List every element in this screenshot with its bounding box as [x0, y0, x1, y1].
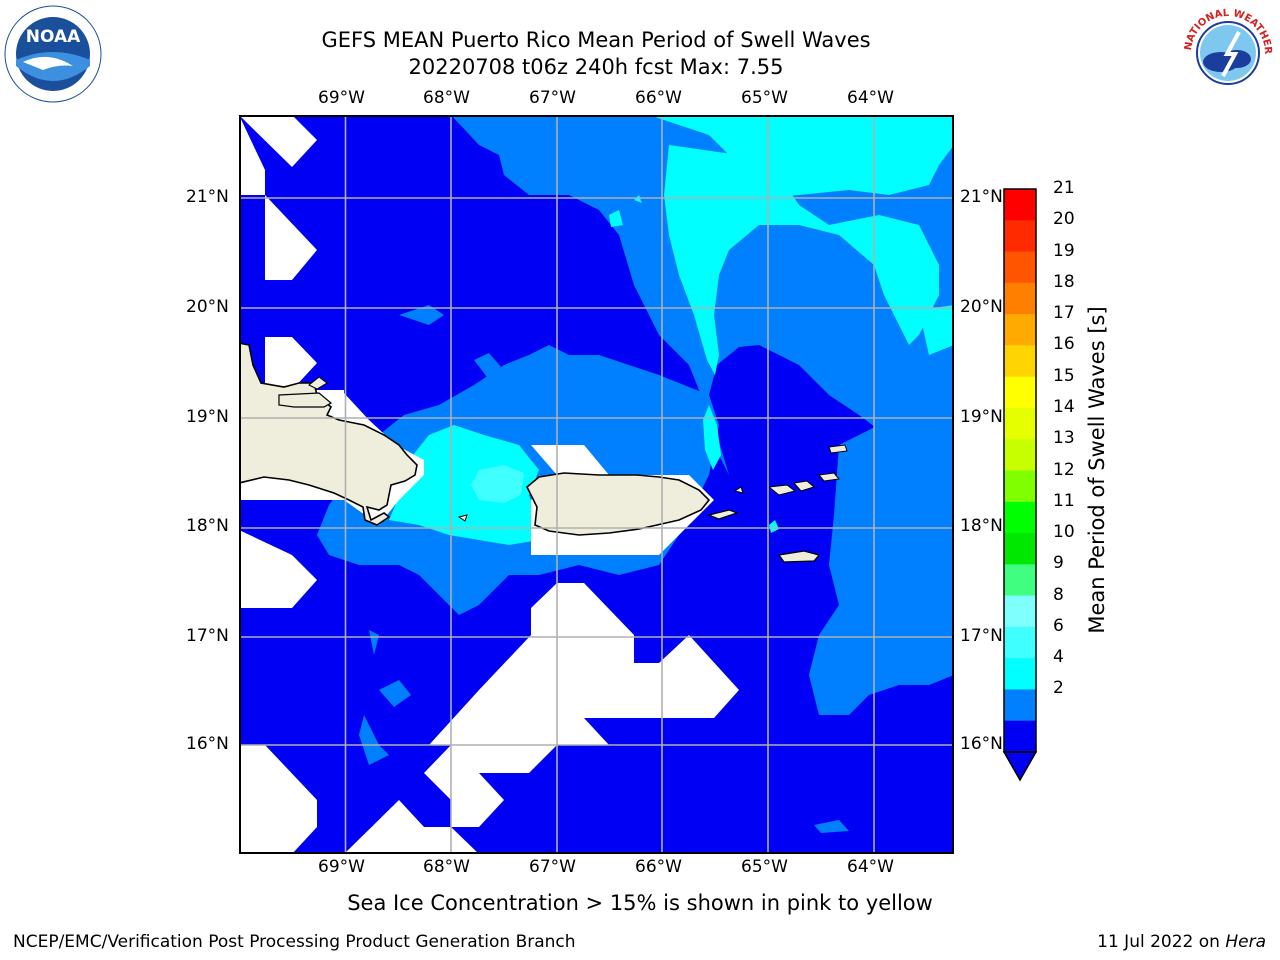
colorbar-tick-label: 17	[1053, 303, 1075, 324]
lon-label-top: 65°W	[741, 88, 788, 108]
noaa-logo-text: NOAA	[26, 27, 81, 47]
colorbar-cell	[1004, 658, 1036, 690]
lat-label-right: 16°N	[960, 734, 1003, 754]
colorbar-cell	[1004, 689, 1036, 722]
colorbar-tick-label: 8	[1053, 584, 1064, 605]
gridlines	[239, 115, 954, 854]
colorbar-tick-label: 14	[1053, 396, 1075, 417]
colorbar-cell	[1004, 564, 1036, 597]
lat-label-left: 18°N	[186, 516, 229, 536]
colorbar-cell	[1004, 533, 1036, 565]
lon-label-bottom: 65°W	[741, 857, 788, 877]
lat-label-right: 20°N	[960, 297, 1003, 317]
colorbar-tick-label: 10	[1053, 522, 1075, 543]
lon-label-bottom: 68°W	[423, 857, 470, 877]
colorbar-cell	[1004, 720, 1036, 753]
colorbar-cell	[1004, 407, 1036, 440]
colorbar-tick-label: 13	[1053, 428, 1075, 449]
colorbar-tick-label: 9	[1053, 553, 1064, 574]
footer-credit: NCEP/EMC/Verification Post Processing Pr…	[13, 932, 576, 952]
footer-date-text: 11 Jul 2022 on	[1097, 932, 1220, 952]
colorbar-frame	[1003, 188, 1037, 753]
colorbar-cell	[1004, 282, 1036, 315]
footer-date: 11 Jul 2022 on Hera	[1097, 932, 1266, 952]
lon-label-top: 68°W	[423, 88, 470, 108]
lon-label-top: 66°W	[635, 88, 682, 108]
colorbar-tick-label: 16	[1053, 334, 1075, 355]
colorbar-cell	[1004, 345, 1036, 378]
contour-4-6-east	[809, 425, 954, 715]
lat-label-left: 19°N	[186, 407, 229, 427]
colorbar-cell	[1004, 220, 1036, 253]
lon-label-top: 64°W	[847, 88, 894, 108]
colorbar-cell	[1004, 314, 1036, 346]
lon-label-bottom: 69°W	[318, 857, 365, 877]
lon-label-top: 67°W	[529, 88, 576, 108]
map-subtitle: 20220708 t06z 240h fcst Max: 7.55	[408, 55, 784, 79]
map-frame	[239, 115, 954, 854]
forecast-map	[239, 115, 954, 854]
lat-label-right: 18°N	[960, 516, 1003, 536]
contour-6-7-north	[649, 115, 954, 205]
colorbar-cell	[1004, 251, 1036, 284]
lat-label-right: 19°N	[960, 407, 1003, 427]
contour-6-7-plume	[664, 145, 939, 375]
colorbar-cell	[1004, 189, 1036, 221]
lat-label-left: 17°N	[186, 626, 229, 646]
lat-label-right: 21°N	[960, 187, 1003, 207]
colorbar-tick-label: 6	[1053, 615, 1064, 636]
sea-ice-note: Sea Ice Concentration > 15% is shown in …	[347, 891, 933, 915]
contour-7-8	[471, 465, 524, 503]
lat-label-left: 21°N	[186, 187, 229, 207]
lon-label-bottom: 64°W	[847, 857, 894, 877]
colorbar	[1002, 188, 1038, 782]
colorbar-tick-label: 15	[1053, 365, 1075, 386]
lat-label-right: 17°N	[960, 626, 1003, 646]
colorbar-cell	[1004, 470, 1036, 503]
colorbar-cell	[1004, 626, 1036, 659]
tortuga	[278, 392, 333, 408]
map-title: GEFS MEAN Puerto Rico Mean Period of Swe…	[321, 28, 871, 52]
colorbar-cell	[1004, 376, 1036, 409]
colorbar-tick-label: 12	[1053, 459, 1075, 480]
vieques	[707, 509, 739, 520]
colorbar-title: Mean Period of Swell Waves [s]	[1085, 306, 1109, 634]
st-croix	[777, 550, 821, 563]
colorbar-tick-label: 20	[1053, 209, 1075, 230]
noaa-logo: NOAA	[3, 4, 103, 104]
footer-host: Hera	[1225, 932, 1266, 952]
colorbar-tick-label: 18	[1053, 271, 1075, 292]
colorbar-tick-label: 4	[1053, 647, 1064, 668]
colorbar-extend-arrow	[1002, 751, 1038, 782]
colorbar-cell	[1004, 501, 1036, 534]
lat-label-left: 16°N	[186, 734, 229, 754]
nws-logo: NATIONAL WEATHER SERVICE	[1175, 0, 1277, 102]
lat-label-left: 20°N	[186, 297, 229, 317]
colorbar-tick-label: 19	[1053, 240, 1075, 261]
lon-label-top: 69°W	[318, 88, 365, 108]
hispaniola	[239, 342, 418, 526]
colorbar-tick-label: 11	[1053, 490, 1075, 511]
colorbar-tick-label: 21	[1053, 178, 1075, 198]
contour-6-7-central	[389, 425, 539, 545]
puerto-rico	[526, 472, 711, 536]
colorbar-tick-label: 2	[1053, 678, 1064, 699]
lon-label-bottom: 66°W	[635, 857, 682, 877]
colorbar-cell	[1004, 439, 1036, 471]
land-masses	[239, 342, 848, 563]
lon-label-bottom: 67°W	[529, 857, 576, 877]
colorbar-cell	[1004, 595, 1036, 628]
